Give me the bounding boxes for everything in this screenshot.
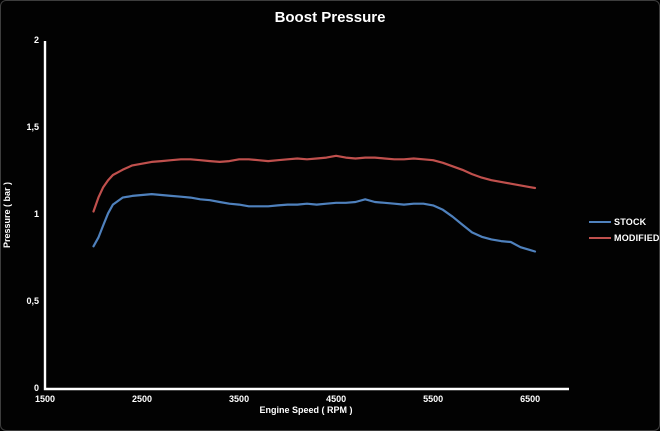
series-line-modified: [92, 154, 537, 213]
legend-label-modified: MODIFIED: [614, 233, 660, 243]
y-tick-label: 1: [33, 209, 39, 219]
y-tick-label: 0,5: [26, 296, 39, 306]
y-tick-label: 2: [33, 35, 39, 45]
x-axis-title: Engine Speed ( RPM ): [259, 405, 353, 415]
x-tick-label: 2500: [132, 394, 153, 404]
axis-lines: [43, 41, 569, 391]
y-tick-label: 1,5: [26, 122, 39, 132]
legend-item-modified: MODIFIED: [589, 230, 660, 246]
modified-line-swatch-icon: [589, 237, 611, 239]
chart-title: Boost Pressure: [274, 9, 386, 26]
x-tick-label: 1500: [34, 394, 56, 404]
legend-label-stock: STOCK: [614, 217, 647, 227]
x-tick-label: 3500: [229, 394, 250, 404]
legend-item-stock: STOCK: [589, 214, 659, 230]
y-tick-label: 0: [33, 383, 39, 393]
stock-line-swatch-icon: [589, 221, 611, 223]
x-tick-label: 6500: [520, 394, 541, 404]
x-tick-label: 5500: [423, 394, 444, 404]
legend: STOCK MODIFIED: [589, 214, 660, 246]
series-line-stock: [92, 193, 537, 253]
x-tick-label: 4500: [326, 394, 347, 404]
